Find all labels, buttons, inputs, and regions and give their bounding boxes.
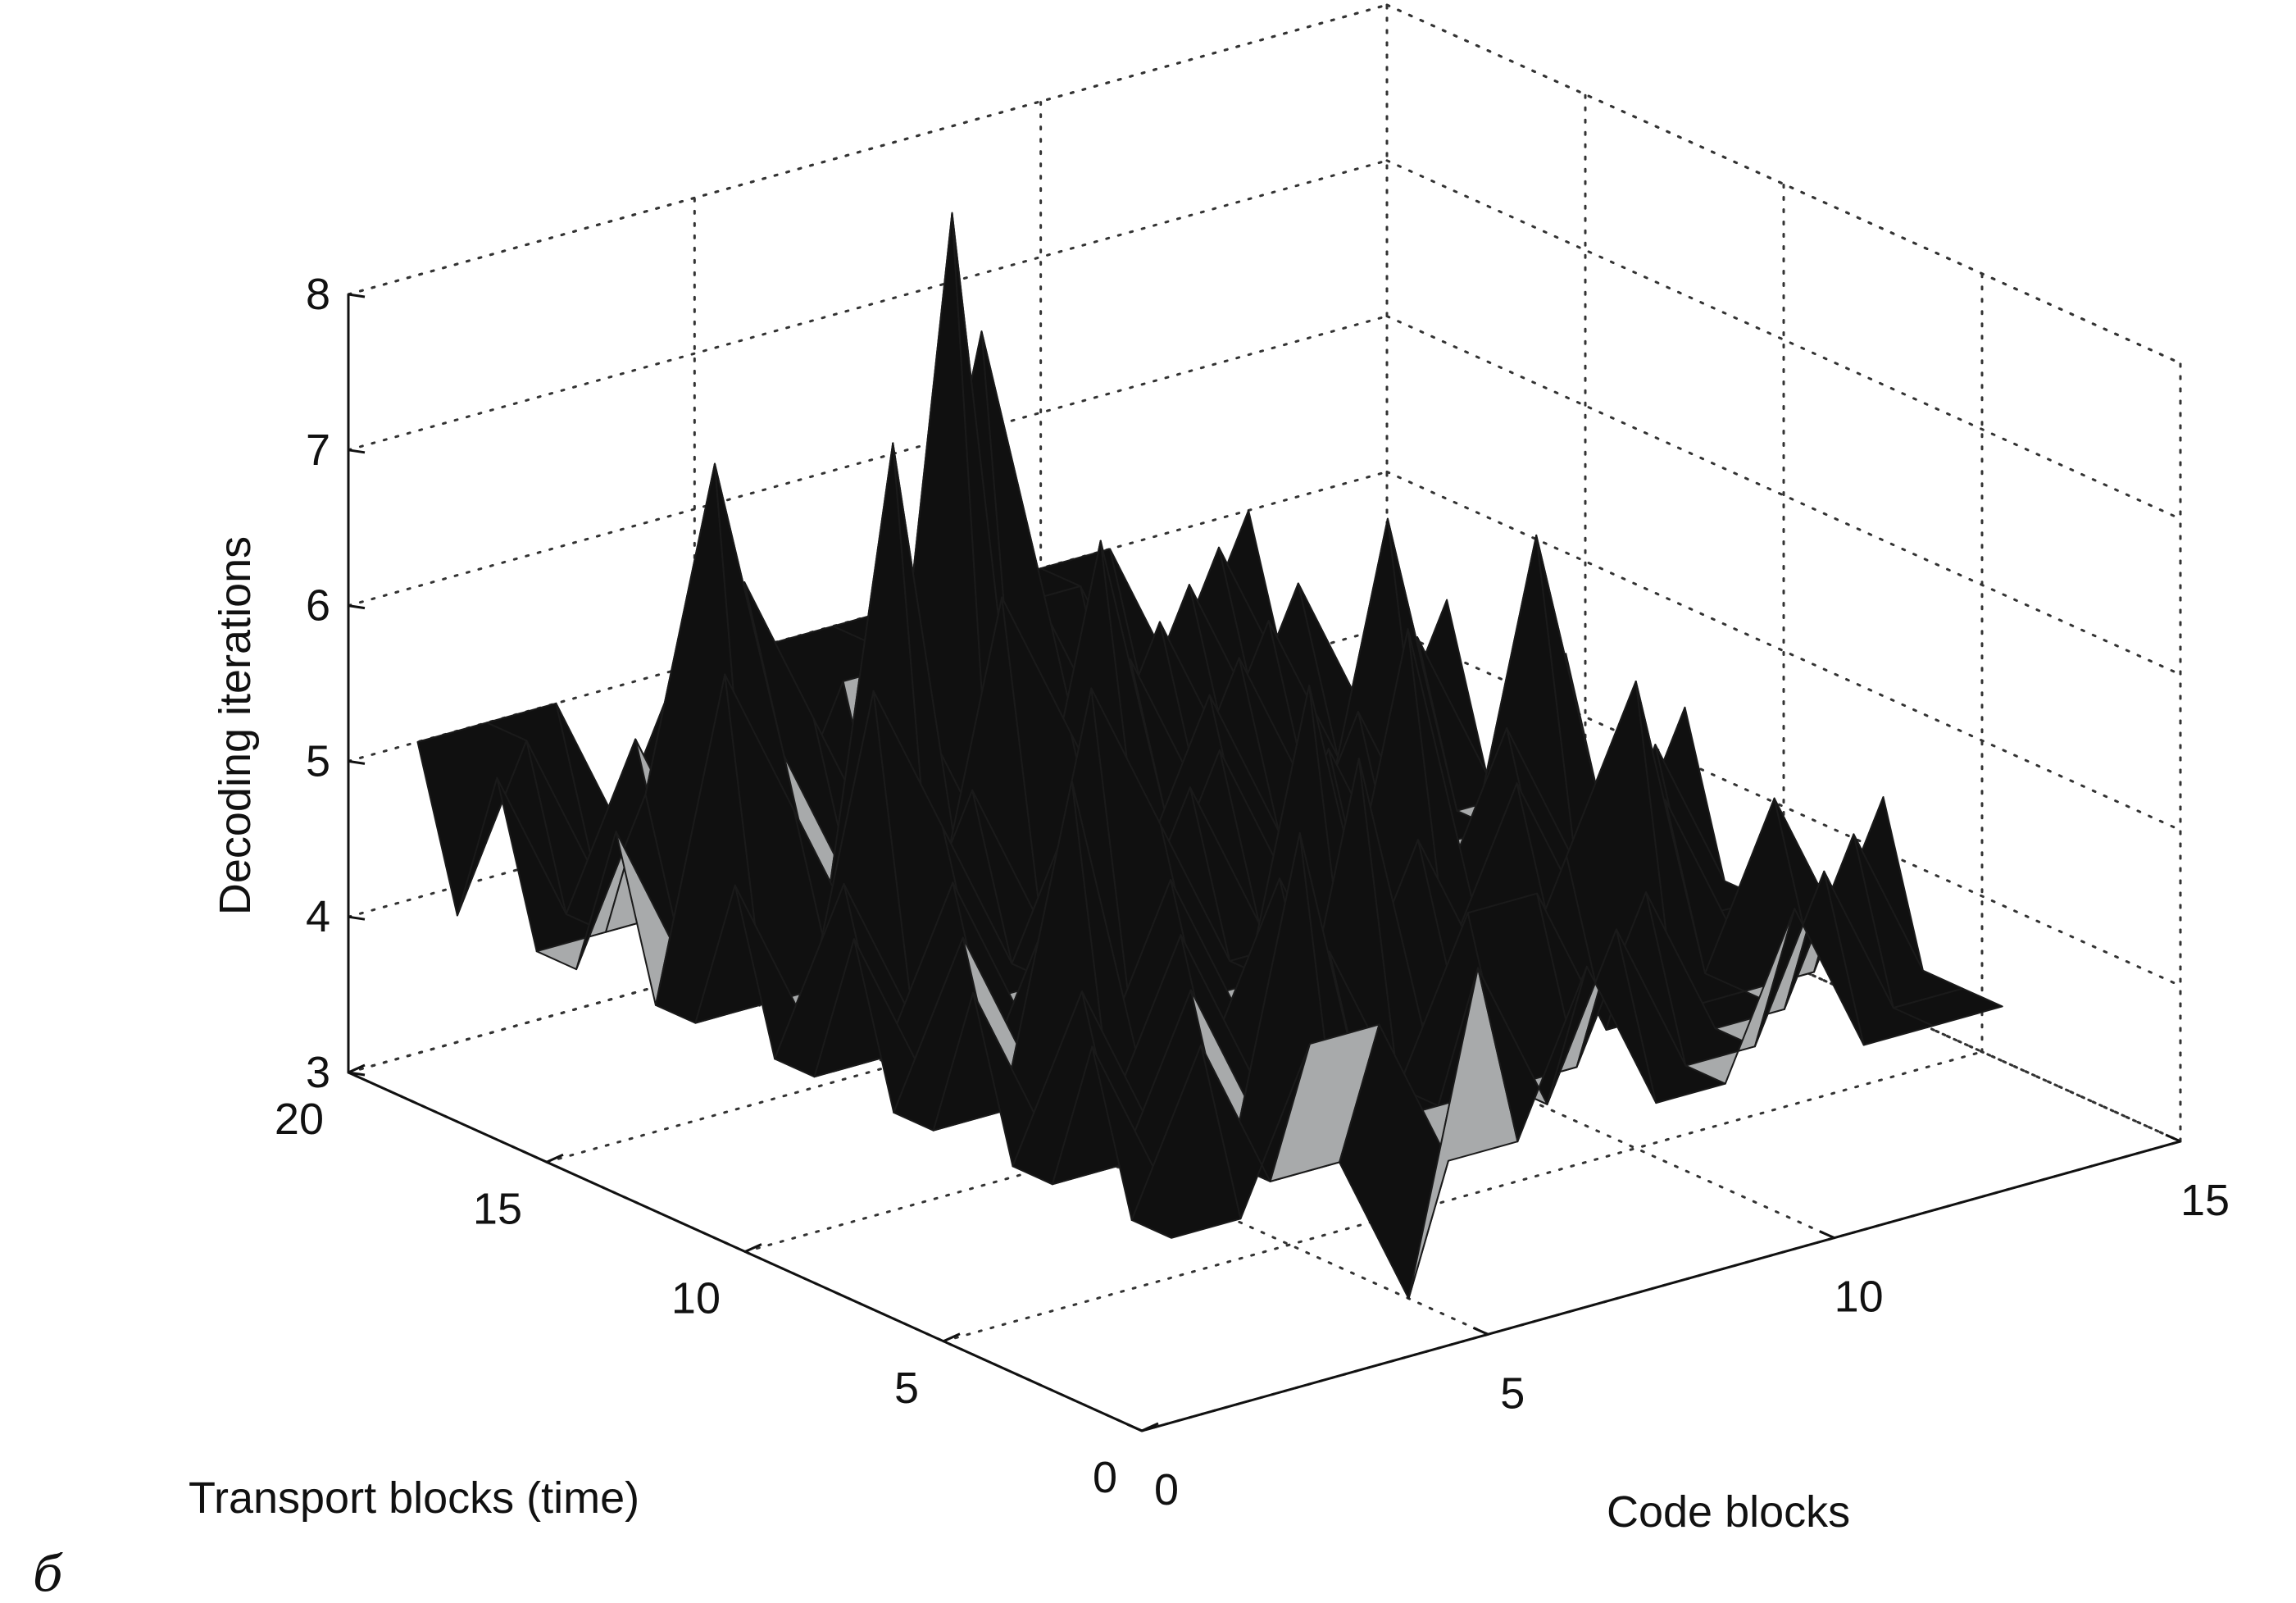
x-tick-mark [1819, 1230, 1835, 1240]
grid-line [1385, 315, 2182, 676]
z-tick-label: 8 [306, 270, 330, 319]
grid-line [1385, 159, 2182, 521]
y-tick-label: 5 [894, 1364, 919, 1413]
z-axis-label: Decoding iterations [211, 536, 260, 915]
x-axis-line [1141, 1140, 2181, 1432]
grid-line [942, 1050, 1984, 1343]
z-tick-mark [348, 604, 366, 610]
x-tick-label: 10 [1835, 1273, 1884, 1322]
y-tick-mark [348, 1063, 366, 1074]
grid-line [347, 3, 1389, 296]
grid-line [347, 159, 1389, 452]
surface-patch [1892, 987, 2003, 1027]
x-tick-mark [2165, 1133, 2181, 1143]
x-tick-mark [1472, 1326, 1489, 1336]
axes [347, 293, 2181, 1432]
x-tick-label: 15 [2180, 1176, 2230, 1225]
y-tick-label: 0 [1093, 1453, 1117, 1502]
x-tick-label: 5 [1500, 1368, 1525, 1418]
grid-line [347, 315, 1389, 608]
y-tick-mark [744, 1243, 762, 1253]
x-tick-label: 0 [1154, 1465, 1179, 1514]
grid-line [1385, 781, 2182, 1143]
y-axis-label: Transport blocks (time) [189, 1473, 639, 1523]
y-tick-label: 15 [473, 1184, 522, 1233]
grid-line [1385, 626, 2182, 987]
z-tick-label: 6 [306, 581, 330, 631]
x-axis-label: Code blocks [1607, 1487, 1850, 1537]
z-tick-mark [348, 759, 366, 765]
z-tick-mark [348, 449, 366, 454]
y-tick-label: 20 [275, 1095, 324, 1144]
z-tick-mark [348, 1071, 366, 1077]
grid-line [347, 470, 1389, 763]
z-tick-label: 7 [306, 426, 330, 475]
y-tick-mark [1141, 1422, 1159, 1432]
y-tick-mark [943, 1332, 961, 1343]
z-tick-label: 5 [306, 736, 330, 786]
y-tick-label: 10 [671, 1274, 721, 1323]
z-tick-label: 3 [306, 1048, 330, 1097]
tick-labels: 0 5 10 15 0 5 10 15 203 4 5 6 7 8 [275, 270, 2230, 1514]
z-tick-label: 4 [306, 892, 330, 941]
x-tick-mark [1126, 1423, 1143, 1432]
z-tick-mark [348, 293, 366, 298]
surface-plot [416, 212, 2003, 1300]
grid-line [1385, 3, 2182, 365]
panel-label: б [33, 1546, 63, 1603]
y-tick-mark [546, 1153, 564, 1164]
grid-line [1385, 470, 2182, 831]
z-tick-mark [348, 915, 366, 921]
